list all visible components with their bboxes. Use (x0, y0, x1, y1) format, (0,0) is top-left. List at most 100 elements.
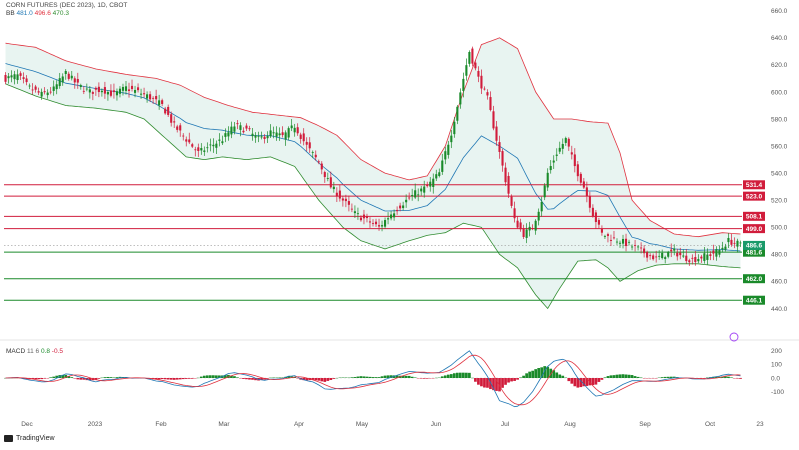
candle-body (673, 248, 676, 251)
price-axis-tick: 440.0 (771, 306, 788, 313)
macd-histogram-bar (624, 374, 628, 378)
macd-params: 11 6 (26, 348, 40, 355)
macd-histogram-bar (365, 376, 369, 378)
macd-histogram-bar (187, 378, 191, 379)
macd-histogram-bar (79, 378, 83, 380)
candle-body (109, 90, 112, 96)
macd-histogram-bar (534, 369, 538, 378)
candle-body (444, 151, 447, 160)
candle-body (76, 78, 79, 83)
macd-histogram-bar (627, 374, 631, 378)
candle-body (167, 106, 170, 115)
candle-body (525, 229, 528, 238)
candle-body (332, 186, 335, 190)
time-axis-tick: Apr (294, 421, 305, 428)
bb-upper-value: 496.6 (34, 10, 51, 17)
macd-histogram-bar (736, 378, 739, 379)
candle-body (335, 192, 338, 197)
candle-body (314, 154, 317, 158)
macd-histogram-bar (251, 378, 254, 380)
candle-body (504, 167, 507, 183)
candle-body (70, 75, 73, 79)
macd-histogram-bar (504, 378, 507, 385)
macd-histogram-bar (483, 378, 486, 388)
candle-body (254, 135, 257, 138)
candle-body (64, 71, 67, 75)
macd-value-2: -0.5 (51, 348, 63, 355)
macd-histogram-bar (419, 378, 423, 379)
candle-body (124, 86, 128, 91)
macd-histogram-bar (383, 375, 387, 378)
resistance-level-3-tag (743, 224, 765, 234)
candle-body (700, 256, 703, 259)
macd-label: MACD (6, 348, 26, 355)
candle-body (393, 213, 396, 218)
macd-histogram-bar (37, 378, 40, 380)
time-axis-tick: Feb (155, 421, 167, 428)
candle-body (251, 133, 254, 137)
time-axis-tick: 2023 (88, 421, 103, 428)
candle-body (97, 86, 100, 93)
macd-histogram-bar (332, 378, 336, 379)
macd-histogram-bar (184, 378, 188, 379)
macd-histogram-bar (594, 378, 598, 385)
macd-histogram-bar (540, 367, 544, 378)
candle-body (37, 91, 40, 93)
candle-body (191, 144, 194, 147)
candle-body (727, 237, 730, 243)
candle-body (537, 211, 540, 221)
candle-body (302, 133, 305, 142)
macd-histogram-bar (510, 378, 513, 382)
macd-histogram-bar (489, 378, 492, 390)
candle-body (326, 178, 329, 179)
candle-body (161, 100, 164, 104)
bollinger-upper-line (5, 37, 741, 238)
candle-body (58, 78, 61, 87)
candle-body (10, 75, 13, 78)
macd-histogram-bar (458, 372, 462, 378)
bb-lower-value: 470.3 (52, 10, 69, 17)
candle-body (100, 90, 103, 93)
candle-body (127, 89, 131, 91)
candle-body (637, 246, 640, 248)
macd-histogram-bar (630, 375, 634, 378)
macd-histogram-bar (61, 374, 65, 378)
macd-histogram-bar (311, 378, 315, 380)
macd-histogram-bar (305, 378, 309, 381)
macd-histogram-bar (380, 376, 384, 378)
candle-body (528, 226, 531, 231)
candle-body (28, 85, 31, 87)
chart-title: CORN FUTURES (DEC 2023), 1D, CBOT (6, 2, 127, 10)
candle-body (112, 90, 116, 93)
macd-histogram-bar (474, 378, 477, 382)
macd-histogram-bar (245, 378, 248, 380)
candle-body (612, 237, 616, 239)
candle-body (305, 141, 308, 145)
macd-axis-tick: 0.0 (771, 375, 780, 382)
candle-body (179, 125, 182, 131)
macd-histogram-bar (55, 375, 59, 378)
candle-body (576, 164, 579, 177)
candle-body (212, 144, 215, 147)
candle-body (423, 186, 426, 193)
macd-histogram-bar (302, 378, 306, 381)
macd-histogram-bar (522, 375, 525, 378)
candle-body (85, 88, 88, 90)
candle-body (236, 123, 239, 125)
candle-body (311, 152, 314, 153)
price-axis-tick: 540.0 (771, 170, 788, 177)
candle-body (152, 97, 155, 99)
candle-body (688, 260, 691, 263)
macd-histogram-bar (329, 378, 333, 381)
support-level-1-tag-label: 462.0 (746, 276, 763, 283)
macd-histogram-bar (462, 372, 465, 378)
macd-histogram-bar (579, 378, 583, 388)
macd-histogram-bar (224, 375, 227, 378)
macd-histogram-bar (190, 378, 194, 379)
macd-histogram-bar (585, 378, 589, 386)
macd-axis-tick: 100 (771, 362, 782, 369)
macd-histogram-bar (633, 376, 637, 378)
price-axis-tick: 580.0 (771, 116, 788, 123)
macd-histogram-bar (609, 375, 613, 378)
